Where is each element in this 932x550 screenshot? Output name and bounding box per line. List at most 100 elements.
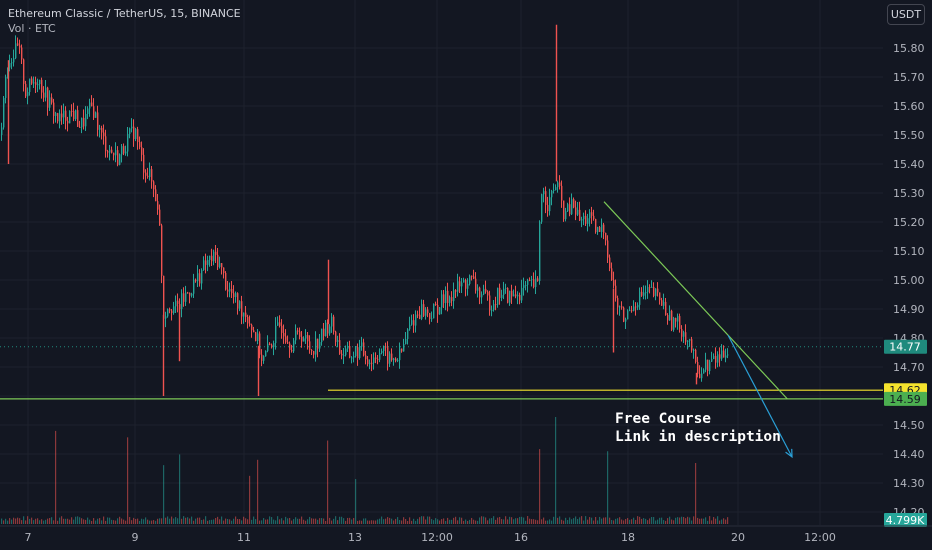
volume-bar [239,519,241,524]
candle-body [543,191,545,195]
volume-bar [331,520,333,524]
volume-bar [507,519,509,524]
volume-bar [297,518,299,524]
candle-body [577,209,579,215]
candle-body [299,331,301,337]
volume-bar [521,516,523,524]
volume-bar [677,517,679,524]
volume-bar [367,520,369,524]
wedge-price-label: 14.59 [889,393,921,406]
volume-bar [45,519,47,524]
volume-bar [141,518,143,524]
candle-body [535,278,537,287]
volume-bar [369,520,371,524]
candle-body [721,350,723,359]
currency-button[interactable]: USDT [887,4,925,25]
volume-bar [63,518,65,524]
candle-body [379,352,381,360]
volume-bar [243,516,245,524]
volume-bar [437,519,439,524]
volume-bar [235,516,237,524]
candle-body [647,287,649,293]
candle-body [525,284,527,286]
candle-body [567,204,569,212]
time-axis[interactable]: 7 9 11 13 12:00 16 18 20 12:00 [0,525,932,544]
volume-bar [537,520,539,524]
course-annotation[interactable]: Free Course Link in description [615,410,781,446]
candle-body [147,175,149,178]
candle-body [541,194,543,222]
candle-body [335,331,337,342]
volume-bar [181,518,183,524]
candle-body [651,286,653,288]
candle-body [287,342,289,344]
volume-bar [465,519,467,524]
candle-body [455,290,457,292]
volume-bar [519,516,521,524]
volume-bar [383,519,385,524]
candle-body [553,189,555,191]
volume-bar [457,520,459,524]
volume-bar [99,518,101,524]
volume-bar [211,519,213,524]
candle-body [551,190,553,198]
symbol-title[interactable]: Ethereum Classic / TetherUS, 15, BINANCE [8,7,241,20]
candle-body [497,287,499,305]
candle-body [331,316,333,327]
candle-body [457,281,459,292]
volume-bar [179,454,181,524]
volume-bar [277,516,279,524]
volume-bar [439,520,441,524]
candle-body [245,312,247,317]
x-tick-label: 11 [237,531,251,544]
candle-body [303,338,305,342]
volume-bar [661,517,663,524]
price-axis[interactable]: 14.2014.3014.4014.5014.6014.7014.8014.90… [884,42,927,527]
candle-body [445,290,447,303]
candle-body [531,279,533,281]
candle-body [399,348,401,361]
target-arrow-line[interactable] [727,334,793,458]
volume-bar [449,519,451,524]
candle-body [41,79,43,93]
volume-value-bg [884,513,927,527]
candle-body [687,340,689,342]
volume-bar [639,516,641,524]
volume-bar [351,519,353,524]
volume-bar [125,520,127,524]
candle-body [703,369,705,374]
candle-body [87,108,89,114]
volume-bar [355,479,357,524]
volume-bar [649,518,651,524]
volume-bar [9,518,11,524]
candle-body [685,332,687,342]
volume-bar [35,518,37,524]
candle-body [521,287,523,301]
volume-bar [173,518,175,524]
volume-bar [25,520,27,524]
candle-body [397,360,399,362]
volume-bar [111,519,113,524]
candle-body [315,338,317,355]
wedge-upper-trendline[interactable] [603,201,788,400]
volume-bar [657,519,659,524]
volume-bar [711,520,713,524]
volume-bar [147,519,149,524]
volume-bar [339,516,341,524]
volume-bar [375,520,377,524]
drawings[interactable] [0,201,883,459]
candle-body [167,309,169,317]
volume-bar [455,516,457,524]
candle-body [659,292,661,301]
candle-body [627,310,629,320]
volume-bar [503,519,505,524]
volume-bar [635,519,637,524]
volume-bar [17,517,19,524]
volume-bar [615,518,617,524]
volume-bar [429,516,431,524]
candle-body [581,219,583,221]
volume-legend[interactable]: Vol · ETC [8,22,56,35]
candle-body [393,358,395,361]
